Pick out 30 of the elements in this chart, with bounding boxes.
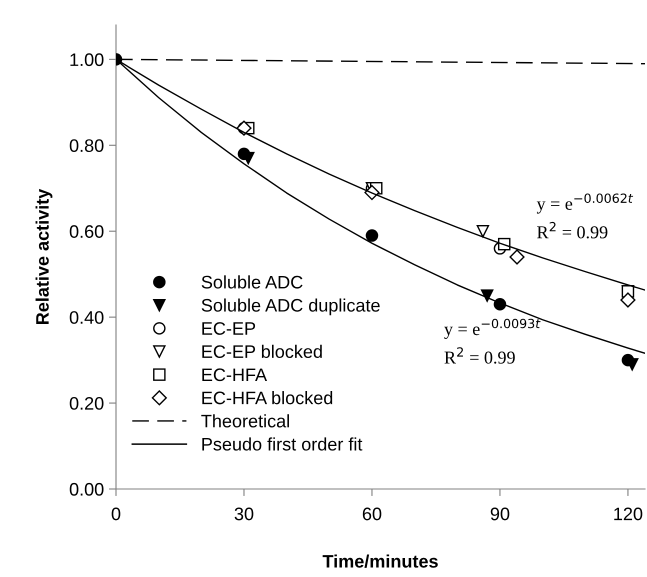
legend-label: Theoretical — [201, 414, 289, 428]
x-tick-label: 120 — [614, 508, 642, 520]
point — [480, 289, 494, 302]
x-tick-label: 0 — [112, 508, 120, 520]
annotation: y = e$^{−0.0062t}$ — [536, 193, 634, 214]
legend-label: Pseudo first order fit — [202, 437, 362, 451]
y-axis-title: Relative activity — [36, 188, 52, 324]
legend-label: EC-EP — [202, 322, 256, 335]
annotation: y = e$^{−0.0093t}$ — [444, 318, 541, 339]
y-tick-label: 0.20 — [70, 397, 104, 410]
point — [366, 229, 378, 242]
x-tick-label: 90 — [490, 508, 510, 520]
x-tick-label: 60 — [362, 508, 382, 520]
x-axis-title: Time/minutes — [322, 554, 438, 568]
y-tick-label: 1.00 — [70, 53, 104, 66]
point — [476, 224, 490, 238]
y-tick-label: 0.00 — [70, 482, 104, 496]
legend-label: EC-HFA blocked — [202, 391, 332, 404]
point — [509, 249, 525, 265]
legend-label: Soluble ADC duplicate — [202, 298, 380, 316]
x-tick-label: 30 — [234, 508, 254, 520]
y-tick-label: 0.80 — [70, 139, 104, 152]
y-tick-label: 0.40 — [70, 311, 104, 324]
point — [620, 292, 636, 308]
y-tick-label: 0.60 — [70, 225, 104, 238]
annotation: R$^{2}$ = 0.99 — [537, 222, 608, 238]
legend-label: EC-EP blocked — [202, 344, 322, 358]
legend-label: EC-HFA — [202, 368, 268, 382]
legend-label: Soluble ADC — [202, 275, 303, 289]
annotation: R$^{2}$ = 0.99 — [444, 347, 515, 364]
